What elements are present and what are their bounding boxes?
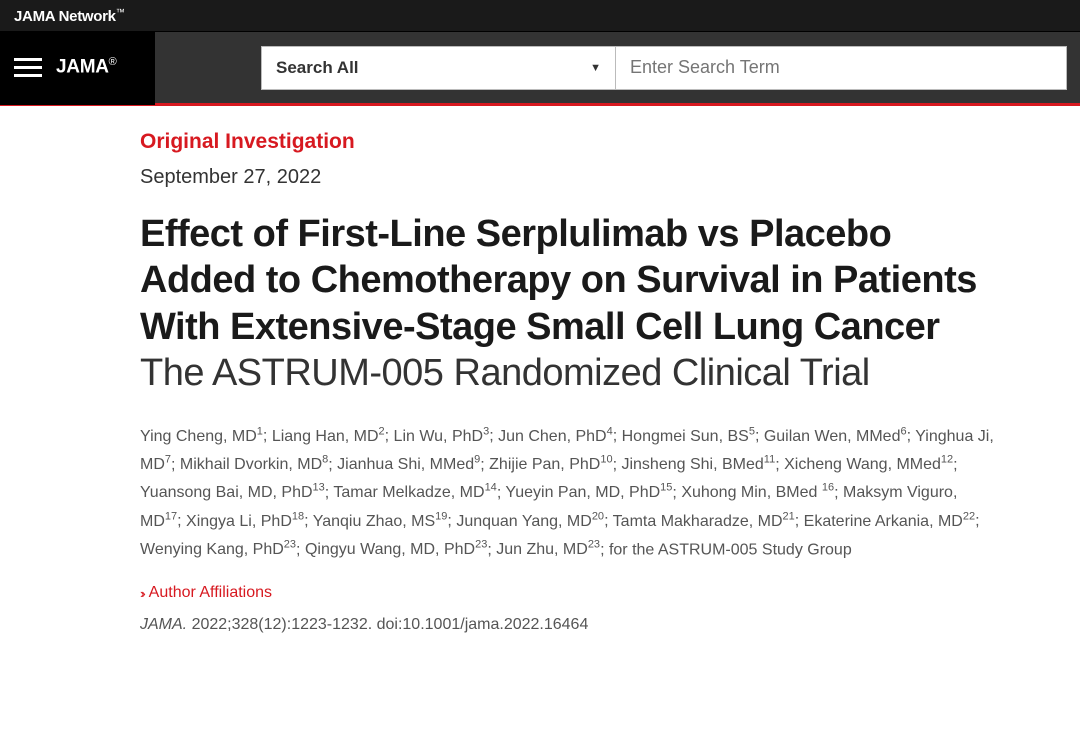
registered-symbol: ® — [109, 56, 117, 68]
network-logo[interactable]: JAMA Network™ — [14, 7, 124, 25]
menu-block: JAMA® — [0, 31, 155, 105]
author[interactable]: Guilan Wen, MMed6 — [764, 428, 907, 445]
author[interactable]: Jinsheng Shi, BMed11 — [621, 456, 775, 473]
author[interactable]: Jun Chen, PhD4 — [498, 428, 613, 445]
author[interactable]: Lin Wu, PhD3 — [394, 428, 490, 445]
author-group-suffix: ; for the ASTRUM-005 Study Group — [600, 541, 852, 558]
citation-details: 2022;328(12):1223-1232. doi:10.1001/jama… — [187, 616, 588, 633]
author[interactable]: Yueyin Pan, MD, PhD15 — [505, 484, 672, 501]
journal-logo[interactable]: JAMA® — [56, 56, 116, 78]
article-content: Original Investigation September 27, 202… — [0, 106, 1040, 658]
author[interactable]: Junquan Yang, MD20 — [456, 513, 604, 530]
network-top-bar: JAMA Network™ — [0, 0, 1080, 32]
author[interactable]: Mikhail Dvorkin, MD8 — [180, 456, 328, 473]
article-citation: JAMA. 2022;328(12):1223-1232. doi:10.100… — [140, 616, 1000, 634]
author[interactable]: Hongmei Sun, BS5 — [622, 428, 755, 445]
chevron-down-icon: ▼ — [590, 62, 601, 74]
trademark-symbol: ™ — [116, 7, 125, 17]
chevron-right-icon: ›› — [140, 586, 143, 601]
author[interactable]: Ekaterine Arkania, MD22 — [804, 513, 975, 530]
article-subtitle: The ASTRUM-005 Randomized Clinical Trial — [140, 350, 1000, 396]
author[interactable]: Yuansong Bai, MD, PhD13 — [140, 484, 325, 501]
article-title: Effect of First-Line Serplulimab vs Plac… — [140, 211, 1000, 350]
author-list: Ying Cheng, MD1; Liang Han, MD2; Lin Wu,… — [140, 422, 1000, 564]
citation-journal: JAMA. — [140, 616, 187, 633]
article-category: Original Investigation — [140, 130, 1000, 154]
author-affiliations-toggle[interactable]: ›› Author Affiliations — [140, 584, 1000, 602]
hamburger-icon[interactable] — [14, 58, 42, 77]
article-date: September 27, 2022 — [140, 166, 1000, 189]
network-name: JAMA Network — [14, 8, 116, 25]
search-bar: Search All ▼ — [261, 46, 1067, 90]
author[interactable]: Wenying Kang, PhD23 — [140, 541, 296, 558]
author[interactable]: Xuhong Min, BMed 16 — [681, 484, 834, 501]
search-scope-select[interactable]: Search All ▼ — [261, 46, 615, 90]
search-scope-label: Search All — [276, 58, 359, 78]
author[interactable]: Tamar Melkadze, MD14 — [333, 484, 496, 501]
author[interactable]: Liang Han, MD2 — [272, 428, 385, 445]
author[interactable]: Zhijie Pan, PhD10 — [489, 456, 612, 473]
author[interactable]: Tamta Makharadze, MD21 — [613, 513, 795, 530]
nav-bar: JAMA® Search All ▼ — [0, 32, 1080, 106]
author[interactable]: Jianhua Shi, MMed9 — [337, 456, 480, 473]
author[interactable]: Xingya Li, PhD18 — [186, 513, 304, 530]
author[interactable]: Yanqiu Zhao, MS19 — [313, 513, 448, 530]
search-input[interactable] — [615, 46, 1067, 90]
author[interactable]: Qingyu Wang, MD, PhD23 — [305, 541, 487, 558]
author[interactable]: Ying Cheng, MD1 — [140, 428, 263, 445]
affiliations-label: Author Affiliations — [149, 584, 272, 602]
author[interactable]: Xicheng Wang, MMed12 — [784, 456, 953, 473]
author[interactable]: Jun Zhu, MD23 — [496, 541, 600, 558]
journal-name: JAMA — [56, 57, 109, 78]
